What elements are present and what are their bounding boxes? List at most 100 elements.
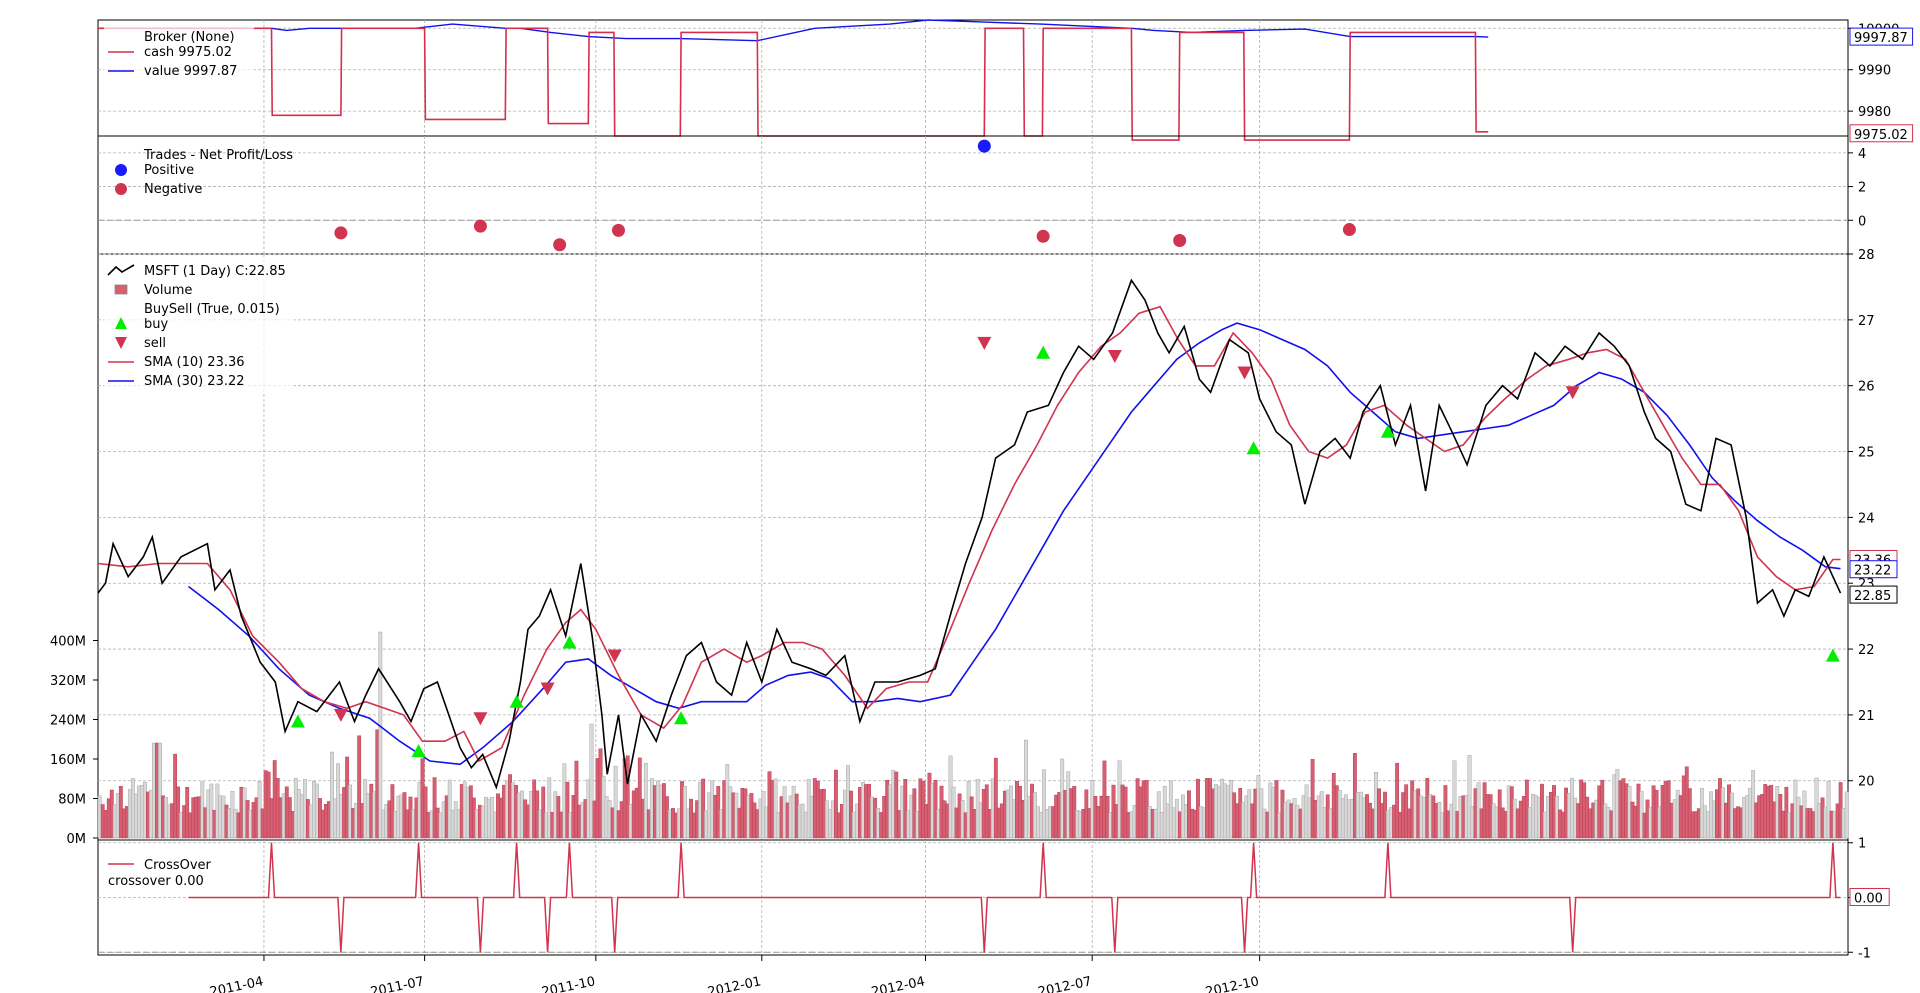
- broker-frame: [97, 19, 1849, 137]
- value-last-label: 9997.87: [1854, 31, 1908, 46]
- volume-bar: [565, 781, 570, 839]
- y-tick-label: -1: [1858, 946, 1871, 961]
- positive-trade-dot: [977, 139, 991, 153]
- volume-bar: [1024, 739, 1028, 839]
- buy-marker: [1380, 424, 1395, 438]
- msft-legend: MSFT (1 Day) C:22.85: [144, 264, 286, 279]
- buy-legend-swatch: [115, 317, 127, 329]
- volume-bar: [158, 742, 162, 839]
- volume-tick-label: 160M: [50, 753, 86, 768]
- sell-marker: [1107, 350, 1122, 364]
- y-tick-label: 0: [1858, 214, 1866, 229]
- y-tick-label: 27: [1858, 314, 1875, 329]
- volume-bar: [357, 735, 362, 839]
- volume-tick-label: 0M: [67, 832, 87, 847]
- buysell-legend-title: BuySell (True, 0.015): [144, 302, 280, 317]
- volume-tick-label: 80M: [58, 793, 86, 808]
- volume-bar: [589, 723, 594, 839]
- negative-trade-dot: [611, 223, 625, 237]
- sma30-last-label-box: [1849, 560, 1898, 579]
- sell-marker: [333, 708, 348, 722]
- volume-legend: Volume: [144, 283, 192, 298]
- y-tick-label: 4: [1858, 147, 1866, 162]
- buy-marker: [674, 711, 689, 725]
- volume-bar: [625, 755, 630, 839]
- sell-marker: [607, 649, 622, 663]
- y-tick-label: 2: [1858, 181, 1866, 196]
- negative-trade-dot: [553, 238, 567, 252]
- price-legend-bg: [104, 258, 294, 392]
- cash-line: [98, 27, 1489, 141]
- positive-legend: Positive: [144, 163, 194, 178]
- volume-tick-label: 320M: [50, 674, 86, 689]
- value-legend: value 9997.87: [144, 64, 237, 79]
- sell-legend: sell: [144, 336, 166, 351]
- price-panel: 2021222324252627280M80M160M240M320M400MM…: [50, 248, 1898, 847]
- volume-bar: [637, 757, 642, 839]
- trades-frame: [97, 135, 1849, 255]
- volume-bar: [378, 631, 383, 839]
- volume-bar: [447, 779, 452, 839]
- buy-marker: [411, 744, 426, 758]
- sma30-legend: SMA (30) 23.22: [144, 374, 245, 389]
- volume-bar: [1395, 762, 1400, 839]
- trades-legend-title: Trades - Net Profit/Loss: [143, 148, 293, 163]
- buy-legend: buy: [144, 317, 168, 332]
- x-axis: 2011-04 2011-07 2011-10 2012-01 2012-04 2012-…: [209, 955, 1260, 993]
- buy-marker: [1036, 345, 1051, 359]
- y-tick-label: 25: [1858, 446, 1875, 461]
- volume-bar: [1540, 783, 1544, 839]
- negative-trade-dot: [1173, 234, 1187, 248]
- sma10-line: [97, 305, 1841, 763]
- crossover-panel: -101CrossOvercrossover 0.000.00: [97, 837, 1890, 961]
- sell-legend-swatch: [115, 337, 127, 349]
- sell-marker: [473, 712, 488, 726]
- crossover-legend-title: CrossOver: [144, 858, 212, 873]
- broker-panel: 9980999010000Broker (None)cash 9975.02va…: [97, 19, 1914, 143]
- volume-bar: [432, 777, 437, 839]
- negative-trade-dot: [334, 226, 348, 240]
- volume-legend-swatch: [114, 284, 128, 295]
- volume-bar: [330, 751, 334, 839]
- negative-legend: Negative: [144, 182, 202, 197]
- volume-bar: [701, 778, 706, 839]
- volume-bar: [993, 757, 998, 839]
- x-tick-label: 2012-01: [706, 974, 762, 993]
- sma30-line: [188, 322, 1841, 766]
- buy-marker: [509, 694, 524, 708]
- x-tick-label: 2012-07: [1037, 974, 1093, 993]
- volume-bar: [541, 786, 546, 839]
- buy-marker: [562, 635, 577, 649]
- positive-legend-swatch: [115, 164, 127, 176]
- y-tick-label: 9980: [1858, 105, 1891, 120]
- close-last-label-box: [1849, 585, 1898, 604]
- cash-last-label: 9975.02: [1854, 128, 1908, 143]
- volume-bar: [547, 777, 552, 839]
- msft-legend-swatch: [107, 264, 135, 276]
- y-tick-label: 21: [1858, 709, 1875, 724]
- volume-bar: [1310, 759, 1315, 839]
- close-price-line: [97, 278, 1842, 790]
- x-tick-label: 2012-10: [1204, 974, 1260, 993]
- y-tick-label: 9990: [1858, 64, 1891, 79]
- negative-legend-swatch: [115, 183, 127, 195]
- sell-marker: [977, 336, 992, 350]
- volume-bar: [1452, 760, 1457, 839]
- volume-bar: [933, 780, 938, 839]
- y-tick-label: 24: [1858, 511, 1875, 526]
- volume-bar: [773, 778, 778, 839]
- volume-tick-label: 400M: [50, 635, 86, 650]
- sma30-last-label: 23.22: [1854, 564, 1891, 579]
- cash-legend: cash 9975.02: [144, 45, 232, 60]
- volume-bar: [1467, 755, 1472, 839]
- volume-bar: [574, 760, 579, 839]
- crossover-line: [188, 842, 1841, 953]
- y-tick-label: 26: [1858, 380, 1875, 395]
- volume-bar: [613, 765, 618, 839]
- negative-trade-dot: [1036, 229, 1050, 243]
- buy-marker: [1825, 648, 1840, 662]
- sell-marker: [1237, 366, 1252, 380]
- x-tick-label: 2011-04: [209, 974, 265, 993]
